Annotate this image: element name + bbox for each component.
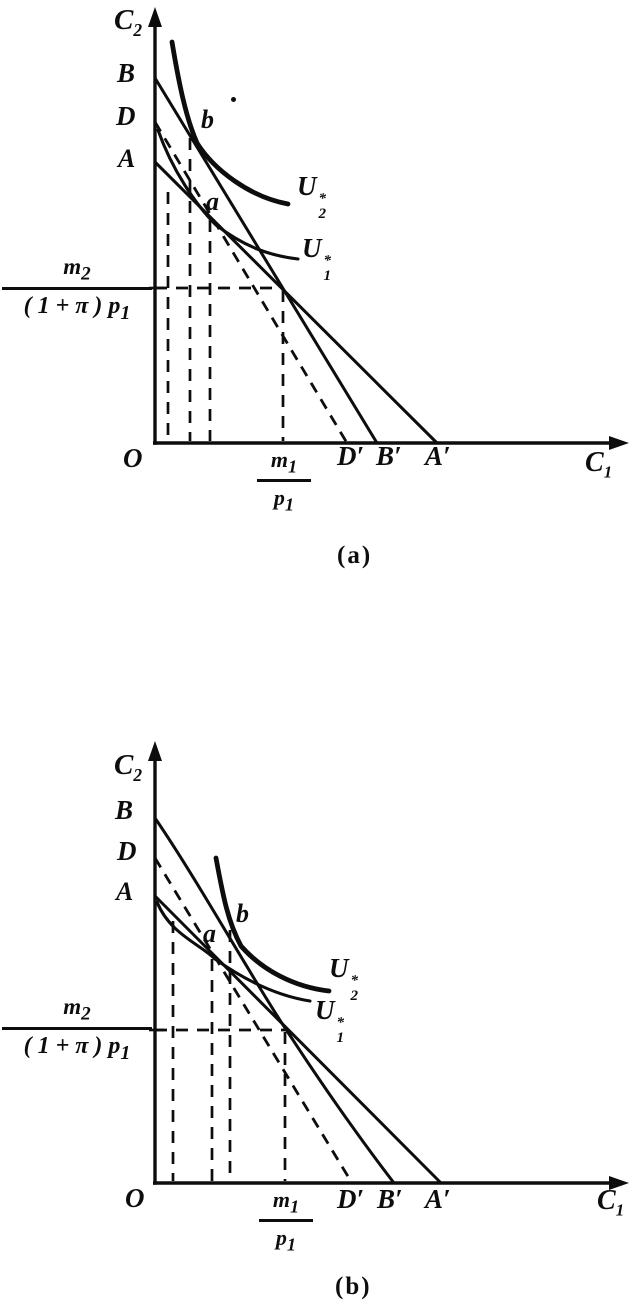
y-axis-arrow-b [148, 741, 162, 761]
point-label-a-b: a [203, 919, 216, 948]
x-intercept-label-D-prime-b: D′ [337, 1184, 365, 1214]
panel-caption-a: (a) [337, 542, 373, 569]
point-label-a-a: a [206, 187, 219, 216]
budget-line-A-b [153, 894, 443, 1185]
fraction-denominator: ( 1 + π ) p1 [2, 1026, 152, 1065]
fraction-numerator: m2 [63, 994, 91, 1025]
x-intercept-label-A-prime-a: A′ [425, 441, 451, 471]
y-intercept-label-A-b: A [116, 877, 134, 906]
budget-line-D-a [153, 121, 349, 444]
fraction-denominator: p1 [257, 478, 311, 515]
y-intercept-label-B-b: B [115, 795, 134, 825]
panel-caption-b: (b) [335, 1273, 372, 1300]
budget-line-B-b [153, 817, 396, 1184]
fraction-numerator: m1 [272, 1187, 300, 1217]
y-intercept-label-D-a: D [116, 101, 136, 131]
indifference-curve-u1-star-a [156, 128, 300, 261]
point-label-b-b: b [236, 899, 249, 928]
y-intercept-label-D-b: D [117, 836, 137, 866]
indifference-curve-u2-star-b [213, 855, 332, 994]
indifference-curve-label-u2-a: U * 2 [297, 171, 327, 222]
x-axis-arrow-a [609, 436, 629, 450]
x-value-fraction-a: m1 p1 [257, 447, 311, 515]
fraction-denominator: ( 1 + π ) p1 [2, 286, 152, 325]
ink-speck [231, 97, 236, 102]
budget-line-B-a [153, 77, 379, 444]
y-axis-title-b: C2 [114, 749, 143, 785]
indifference-curve-u1-star-b [155, 900, 312, 1003]
x-intercept-label-B-prime-a: B′ [376, 441, 402, 471]
x-axis-title-a: C1 [585, 447, 613, 482]
x-intercept-label-B-prime-b: B′ [377, 1184, 403, 1214]
indifference-curve-label-u1-b: U * 1 [315, 995, 345, 1046]
y-value-fraction-a: m2 ( 1 + π ) p1 [2, 254, 152, 324]
fraction-numerator: m2 [63, 254, 91, 285]
fraction-denominator: p1 [259, 1218, 313, 1255]
point-label-b-a: b [201, 105, 214, 134]
budget-line-D-b [153, 857, 354, 1184]
y-value-fraction-b: m2 ( 1 + π ) p1 [2, 994, 152, 1064]
indifference-curve-label-u1-a: U * 1 [302, 233, 332, 284]
fraction-numerator: m1 [270, 447, 298, 477]
x-value-fraction-b: m1 p1 [259, 1187, 313, 1255]
origin-label-b: O [125, 1183, 145, 1213]
y-intercept-label-B-a: B [117, 58, 136, 88]
indifference-curve-u2-star-a [169, 39, 291, 207]
y-axis-arrow-a [148, 7, 162, 27]
y-intercept-label-A-a: A [118, 144, 136, 173]
x-intercept-label-D-prime-a: D′ [337, 441, 365, 471]
indifference-curve-label-u2-b: U * 2 [329, 953, 359, 1004]
x-intercept-label-A-prime-b: A′ [425, 1184, 451, 1214]
y-axis-title-a: C2 [114, 4, 143, 40]
x-axis-title-b: C1 [597, 1185, 625, 1220]
origin-label-a: O [123, 443, 143, 473]
x-axis-arrow-b [609, 1176, 629, 1190]
